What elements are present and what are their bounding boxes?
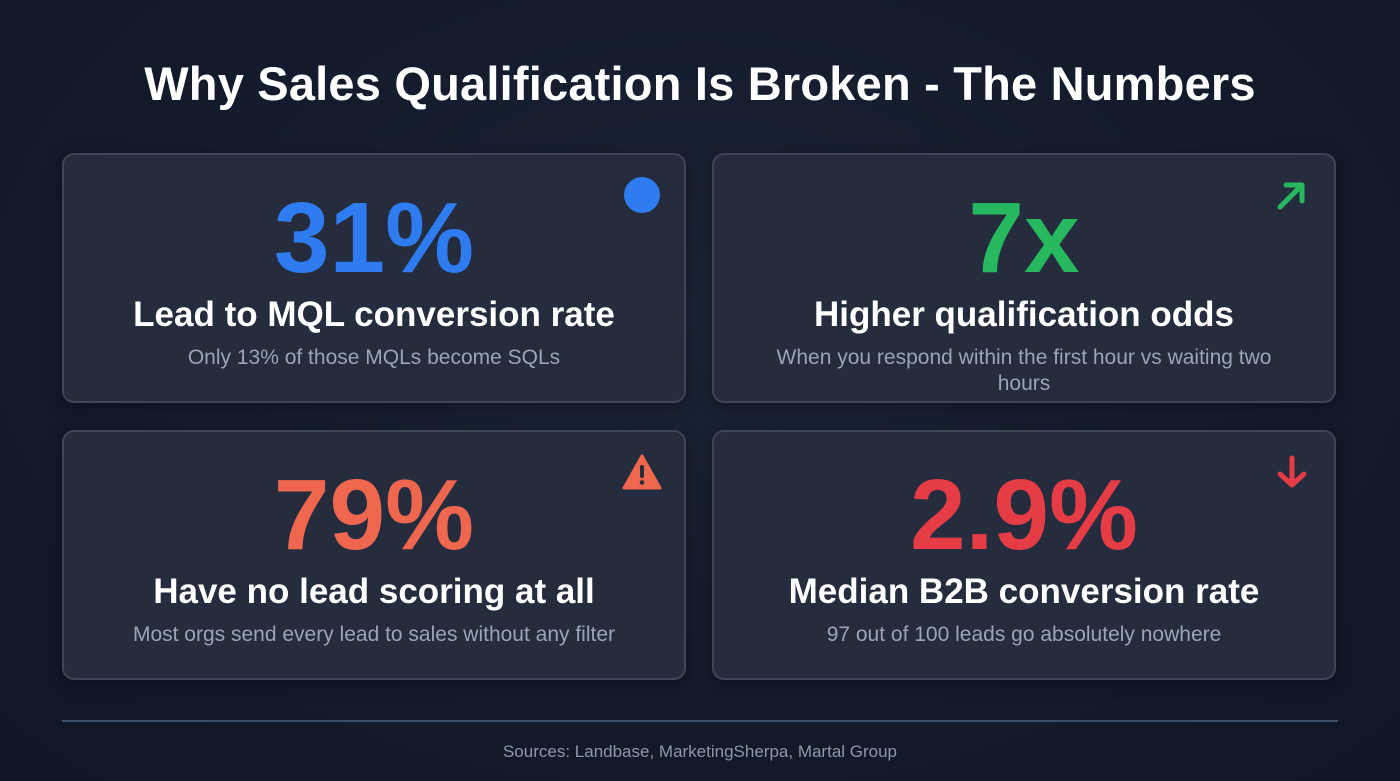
stat-subtext: Only 13% of those MQLs become SQLs	[187, 346, 561, 369]
stat-subtext: Most orgs send every lead to sales witho…	[132, 623, 616, 646]
arrow-down-icon	[1277, 455, 1307, 488]
stat-subtext: 97 out of 100 leads go absolutely nowher…	[826, 623, 1222, 646]
stat-label: Have no lead scoring at all	[153, 572, 595, 611]
page-title: Why Sales Qualification Is Broken - The …	[144, 57, 1256, 110]
warning-icon	[622, 454, 662, 490]
sources-text: Sources: Landbase, MarketingSherpa, Mart…	[502, 742, 898, 761]
stat-value: 31%	[273, 182, 475, 294]
stat-card-no-lead-scoring: 79% Have no lead scoring at all Most org…	[62, 430, 686, 680]
stat-label: Lead to MQL conversion rate	[133, 295, 615, 334]
stat-card-qualification-odds: 7x Higher qualification odds When you re…	[712, 153, 1336, 403]
stat-label: Higher qualification odds	[813, 295, 1235, 334]
stat-card-lead-to-mql: 31% Lead to MQL conversion rate Only 13%…	[62, 153, 686, 403]
stat-value: 7x	[968, 182, 1080, 294]
stat-subtext: When you respond within the first hour v…	[776, 346, 1272, 395]
dot-icon	[624, 177, 660, 213]
footer-divider	[62, 720, 1338, 722]
stat-label: Median B2B conversion rate	[788, 572, 1260, 611]
stat-card-b2b-conversion: 2.9% Median B2B conversion rate 97 out o…	[712, 430, 1336, 680]
stat-value: 79%	[273, 459, 475, 571]
arrow-up-right-icon	[1277, 182, 1305, 210]
stat-value: 2.9%	[910, 459, 1138, 571]
